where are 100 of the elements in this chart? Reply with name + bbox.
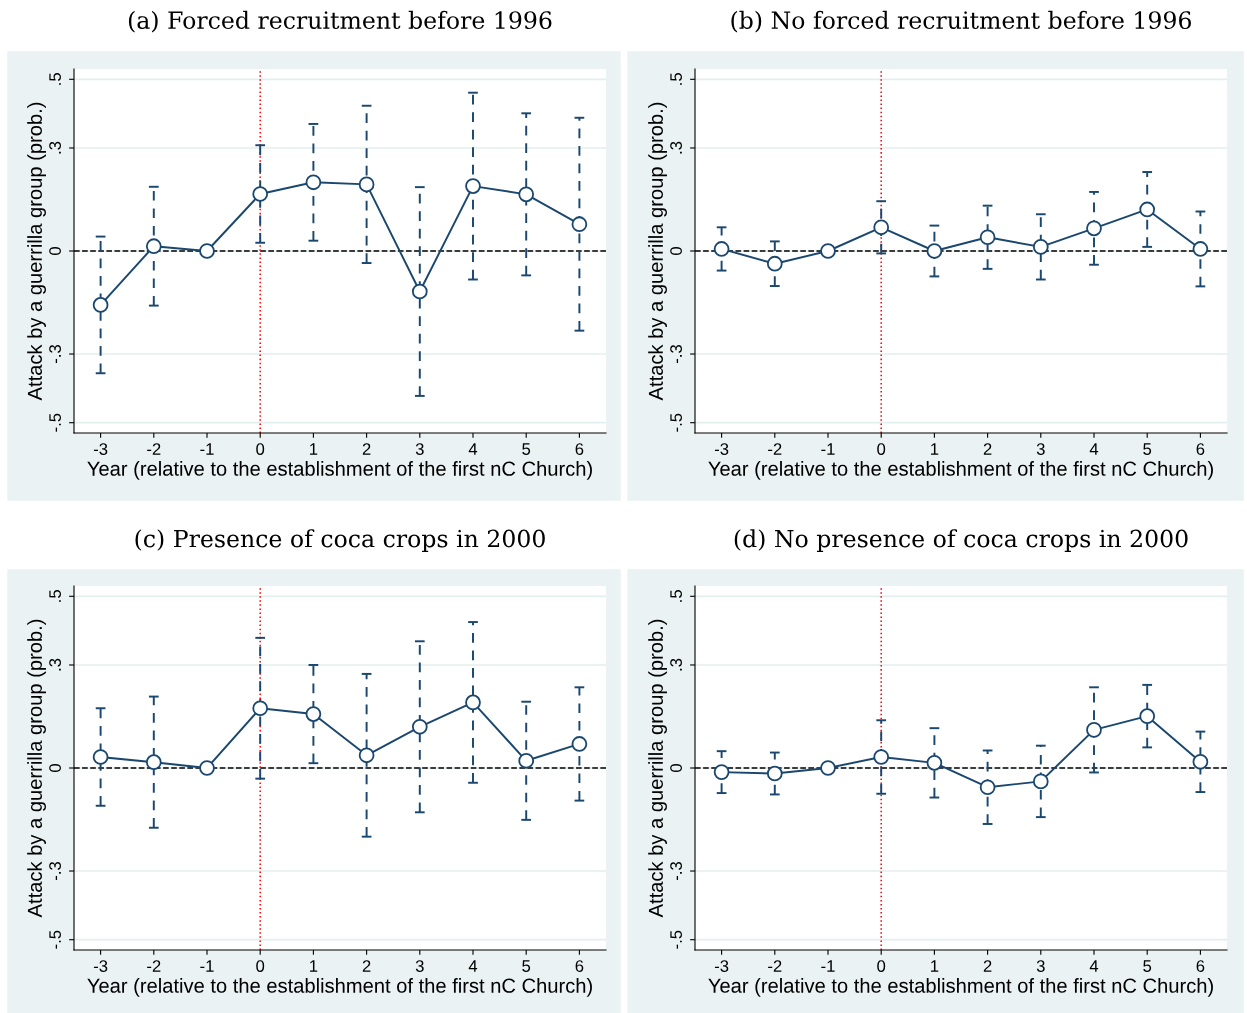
x-tick-label: 1 (931, 960, 939, 972)
x-tick-label: -3 (93, 443, 108, 455)
x-axis-title: Year (relative to the establishment of the first nC Church) (87, 978, 592, 997)
point (1032, 239, 1049, 255)
y-tick-label: -.5 (49, 413, 61, 432)
x-tick-label: 0 (256, 960, 265, 972)
point (979, 779, 996, 796)
point (1139, 201, 1156, 218)
point (820, 760, 836, 776)
point (926, 243, 943, 259)
x-tick-label: 2 (362, 443, 371, 455)
y-tick-label: -.5 (670, 413, 682, 432)
point (926, 754, 943, 771)
x-tick-label: 5 (522, 960, 531, 972)
point (411, 718, 428, 735)
point (252, 186, 269, 202)
y-axis-title: Attack by a guerrilla group (prob.) (27, 102, 46, 401)
point (305, 174, 322, 191)
y-tick-label: -.3 (49, 862, 61, 880)
x-tick-label: 4 (1089, 960, 1099, 972)
y-tick-label: 0 (49, 247, 61, 255)
point (92, 749, 109, 765)
point (979, 229, 996, 246)
x-tick-label: 3 (1036, 443, 1045, 455)
x-axis-title: Year (relative to the establishment of the first nC Church) (708, 461, 1213, 480)
x-tick-label: 0 (877, 443, 886, 455)
x-tick-label: 0 (256, 443, 265, 455)
point (411, 283, 428, 300)
x-tick-label: 6 (1196, 443, 1205, 455)
chart-title: (a) Forced recruitment before 1996 (128, 10, 552, 33)
point (1032, 773, 1049, 790)
y-axis-title: Attack by a guerrilla group (prob.) (648, 102, 667, 401)
x-axis-title: Year (relative to the establishment of the first nC Church) (708, 978, 1213, 997)
point (1139, 708, 1156, 724)
point (518, 752, 535, 769)
chart-title: (c) Presence of coca crops in 2000 (135, 529, 545, 553)
x-tick-label: 2 (362, 960, 371, 972)
chart-title: (b) No forced recruitment before 1996 (731, 10, 1191, 33)
y-tick-label: .3 (670, 658, 682, 671)
x-tick-label: -2 (147, 443, 161, 455)
point (199, 760, 215, 776)
y-tick-label: .3 (670, 141, 682, 154)
point (1086, 220, 1102, 237)
chart-title: (d) No presence of coca crops in 2000 (734, 529, 1188, 553)
point (465, 694, 481, 711)
y-tick-label: -.5 (49, 930, 61, 949)
point (873, 749, 890, 765)
x-tick-label: 6 (575, 960, 584, 972)
point (358, 176, 375, 193)
x-tick-label: -1 (821, 443, 835, 455)
point (199, 243, 215, 259)
x-tick-label: -3 (714, 443, 729, 455)
point (713, 764, 730, 780)
point (358, 747, 375, 764)
y-tick-label: 0 (670, 764, 682, 772)
y-tick-label: .3 (49, 141, 61, 154)
x-tick-label: 4 (1089, 443, 1099, 455)
x-tick-label: 0 (877, 960, 886, 972)
point (145, 754, 162, 771)
y-tick-label: -.3 (670, 862, 682, 880)
x-tick-label: -2 (768, 443, 782, 455)
y-axis-title: Attack by a guerrilla group (prob.) (648, 619, 667, 918)
x-tick-label: 2 (983, 960, 992, 972)
x-tick-label: 3 (415, 960, 424, 972)
x-tick-label: 2 (983, 443, 992, 455)
x-tick-label: -1 (200, 443, 214, 455)
x-tick-label: 4 (468, 960, 478, 972)
x-tick-label: 5 (1143, 960, 1152, 972)
x-tick-label: -3 (93, 960, 108, 972)
x-tick-label: 6 (575, 443, 584, 455)
x-tick-label: 5 (522, 443, 531, 455)
y-tick-label: .5 (49, 73, 61, 85)
point (252, 700, 269, 717)
point (1192, 753, 1209, 770)
point (1192, 241, 1209, 257)
x-tick-label: 3 (1036, 960, 1045, 972)
point (145, 238, 162, 255)
x-tick-label: -1 (821, 960, 835, 972)
point (92, 297, 109, 313)
point (766, 255, 783, 272)
y-axis-title: Attack by a guerrilla group (prob.) (27, 619, 46, 918)
y-tick-label: -.3 (49, 345, 61, 363)
x-tick-label: 3 (415, 443, 424, 455)
point (1086, 722, 1102, 738)
x-tick-label: -3 (714, 960, 729, 972)
point (713, 241, 730, 257)
x-tick-label: 1 (310, 443, 318, 455)
y-tick-label: 0 (670, 247, 682, 255)
x-tick-label: -2 (147, 960, 161, 972)
x-tick-label: 1 (310, 960, 318, 972)
y-tick-label: .5 (670, 590, 682, 602)
point (571, 736, 588, 752)
point (465, 178, 481, 194)
y-tick-label: -.3 (670, 345, 682, 363)
x-tick-label: 5 (1143, 443, 1152, 455)
x-tick-label: 6 (1196, 960, 1205, 972)
point (518, 186, 535, 203)
y-tick-label: .5 (670, 73, 682, 85)
y-tick-label: .3 (49, 658, 61, 671)
point (571, 216, 588, 233)
